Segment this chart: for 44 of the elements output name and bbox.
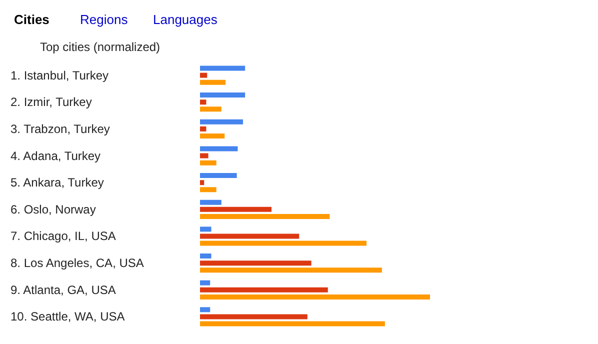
bar <box>200 268 382 273</box>
y-tick-label: 8. Los Angeles, CA, USA <box>10 256 144 270</box>
text: Top cities (normalized) <box>40 40 160 54</box>
y-tick-label: 2. Izmir, Turkey <box>10 95 92 110</box>
bar <box>200 173 237 178</box>
bar <box>200 234 300 239</box>
bar <box>200 160 216 166</box>
y-tick-label: 4. Adana, Turkey <box>10 148 101 163</box>
bar <box>200 126 206 132</box>
bar <box>200 100 206 105</box>
bar <box>200 66 246 71</box>
bar <box>200 254 212 259</box>
bar <box>200 206 272 212</box>
y-tick-label: 9. Atlanta, GA, USA <box>10 282 116 297</box>
text: Languages <box>153 12 218 27</box>
y-tick-label: 7. Chicago, IL, USA <box>10 229 116 244</box>
y-tick-label: 5. Ankara, Turkey <box>10 176 104 190</box>
bar <box>200 280 210 286</box>
bar <box>200 153 208 158</box>
bar <box>200 314 308 320</box>
text: Cities <box>14 12 50 27</box>
bar <box>200 214 330 219</box>
y-tick-label: 3. Trabzon, Turkey <box>10 122 110 136</box>
bar <box>200 119 244 124</box>
bar <box>200 321 385 326</box>
bar <box>200 187 216 192</box>
bar <box>200 146 238 152</box>
y-tick-label: 10. Seattle, WA, USA <box>10 310 125 324</box>
bar <box>200 106 222 112</box>
bar <box>200 92 246 98</box>
bar <box>200 260 312 266</box>
bar <box>200 294 430 300</box>
bar <box>200 307 210 312</box>
bar <box>200 133 225 138</box>
bar <box>200 226 212 232</box>
bar <box>200 240 367 246</box>
y-tick-label: 6. Oslo, Norway <box>10 202 96 216</box>
bar <box>200 80 226 85</box>
bar <box>200 72 208 78</box>
text: Regions <box>80 12 128 27</box>
bar <box>200 180 204 186</box>
y-tick-label: 1. Istanbul, Turkey <box>10 68 109 82</box>
bar <box>200 200 222 205</box>
bar <box>200 287 328 292</box>
